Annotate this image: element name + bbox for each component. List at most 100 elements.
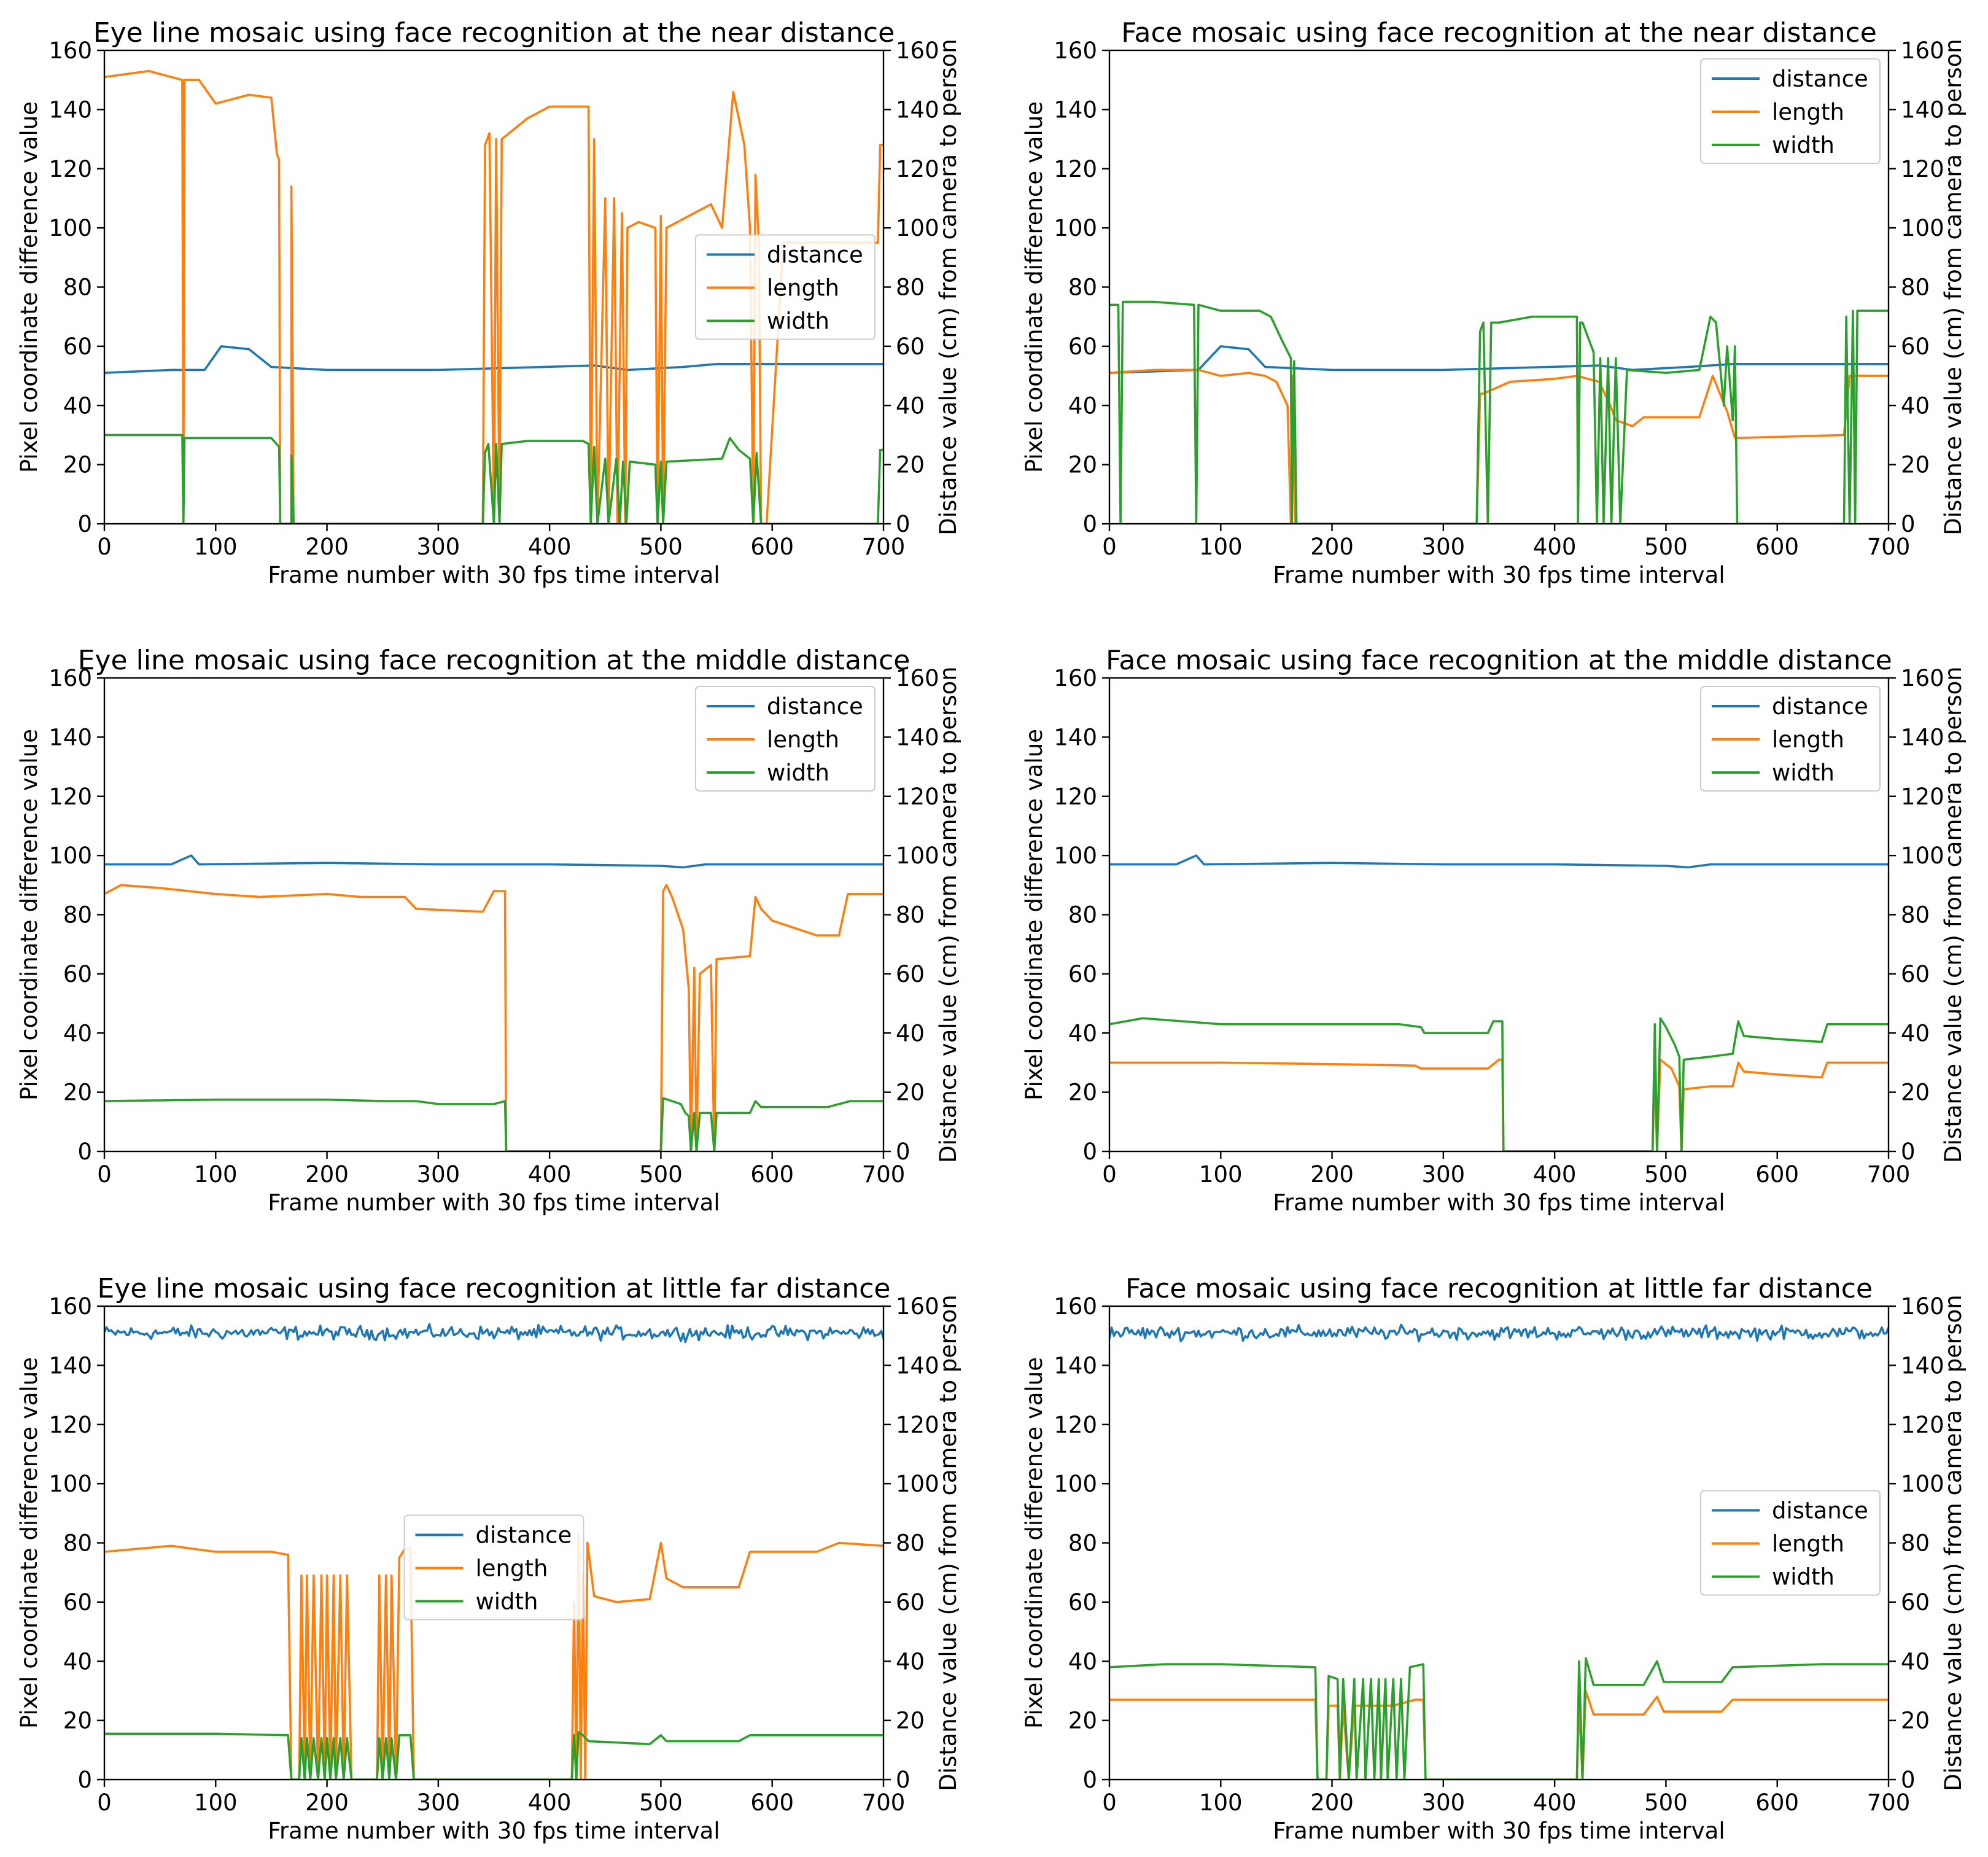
chart-panel-4: Face mosaic using face recognition at th…: [1021, 645, 1967, 1216]
x-axis-label: Frame number with 30 fps time interval: [1273, 562, 1725, 588]
y2-tick-label: 140: [1901, 724, 1944, 750]
legend-label-distance: distance: [1772, 66, 1868, 92]
x-tick-label: 100: [1199, 1789, 1243, 1816]
series-line-distance: [104, 1323, 883, 1344]
chart-panel-2: Face mosaic using face recognition at th…: [1021, 17, 1967, 588]
y-tick-label: 60: [63, 333, 92, 360]
x-tick-label: 0: [97, 1789, 112, 1816]
series-line-width: [104, 1097, 883, 1151]
y-tick-label: 60: [1068, 333, 1097, 360]
y-tick-label: 140: [1054, 1352, 1097, 1379]
y-tick-label: 40: [63, 1020, 92, 1046]
y2-axis-label: Distance value (cm) from camera to perso…: [935, 666, 961, 1162]
y-tick-label: 100: [49, 215, 92, 241]
y2-tick-label: 20: [1901, 452, 1930, 478]
legend-label-length: length: [476, 1555, 548, 1582]
y2-tick-label: 100: [896, 215, 939, 241]
y-tick-label: 160: [1054, 1293, 1097, 1320]
legend-box: [695, 686, 876, 792]
x-tick-label: 300: [417, 534, 460, 560]
y2-tick-label: 120: [1901, 156, 1944, 182]
x-tick-label: 100: [1199, 534, 1243, 560]
series-line-length: [104, 69, 883, 524]
y2-tick-label: 20: [896, 1080, 925, 1106]
y-tick-label: 60: [1068, 961, 1097, 987]
y-tick-label: 140: [1054, 96, 1097, 123]
y2-tick-label: 80: [1901, 1530, 1930, 1557]
series-line-length: [1109, 1058, 1889, 1151]
x-tick-label: 300: [417, 1789, 460, 1816]
y-tick-label: 0: [77, 1767, 92, 1793]
series-line-distance: [1109, 1323, 1889, 1342]
chart-title: Face mosaic using face recognition at li…: [1125, 1273, 1873, 1304]
y-tick-label: 60: [1068, 1589, 1097, 1616]
y2-tick-label: 40: [896, 1020, 925, 1046]
y-tick-label: 100: [49, 843, 92, 869]
x-tick-label: 100: [194, 1161, 238, 1188]
x-tick-label: 500: [1644, 1789, 1688, 1816]
legend-label-width: width: [1772, 132, 1835, 158]
y2-tick-label: 140: [1901, 96, 1944, 123]
y-tick-label: 120: [49, 156, 92, 182]
y-tick-label: 160: [49, 37, 92, 64]
x-tick-label: 700: [862, 534, 906, 560]
y2-tick-label: 80: [1901, 902, 1930, 929]
y-tick-label: 40: [1068, 1020, 1097, 1046]
x-tick-label: 100: [194, 1789, 238, 1816]
x-tick-label: 600: [750, 1161, 794, 1188]
y2-tick-label: 60: [896, 333, 925, 360]
legend-label-distance: distance: [476, 1522, 572, 1549]
legend-box: [1700, 1490, 1881, 1596]
y2-tick-label: 100: [896, 1471, 939, 1497]
y2-tick-label: 20: [896, 452, 925, 478]
series-line-length: [1109, 368, 1889, 524]
x-tick-label: 400: [1533, 1161, 1577, 1188]
chart-panel-6: Face mosaic using face recognition at li…: [1021, 1273, 1967, 1844]
legend: distance length width: [1700, 58, 1881, 164]
y2-axis-label: Distance value (cm) from camera to perso…: [935, 1294, 961, 1791]
legend-label-width: width: [767, 760, 829, 786]
x-tick-label: 0: [1102, 1789, 1117, 1816]
y2-axis-label: Distance value (cm) from camera to perso…: [935, 39, 961, 535]
y-tick-label: 120: [1054, 784, 1097, 810]
chart-panel-1: Eye line mosaic using face recognition a…: [16, 17, 961, 588]
y2-tick-label: 60: [1901, 1589, 1930, 1616]
y2-tick-label: 20: [1901, 1708, 1930, 1734]
y2-tick-label: 40: [896, 392, 925, 419]
x-tick-label: 0: [97, 534, 112, 560]
x-tick-label: 500: [639, 534, 683, 560]
series-line-distance: [104, 345, 883, 374]
legend: distance length width: [695, 686, 876, 792]
x-tick-label: 400: [528, 1789, 572, 1816]
y-tick-label: 40: [1068, 1648, 1097, 1675]
y2-tick-label: 0: [1901, 1139, 1916, 1165]
x-axis-label: Frame number with 30 fps time interval: [268, 562, 720, 588]
chart-title: Eye line mosaic using face recognition a…: [93, 17, 895, 49]
y-tick-label: 120: [49, 784, 92, 810]
series-group: [104, 69, 883, 524]
y-tick-label: 40: [63, 1648, 92, 1675]
x-tick-label: 400: [528, 1161, 572, 1188]
y2-tick-label: 120: [896, 1412, 939, 1438]
y-tick-label: 80: [63, 1530, 92, 1557]
x-tick-label: 0: [1102, 534, 1117, 560]
y-axis-label: Pixel coordinate difference value: [16, 1357, 42, 1729]
y2-tick-label: 0: [896, 1767, 911, 1793]
y-tick-label: 0: [1082, 511, 1097, 537]
series-line-length: [104, 884, 883, 1151]
series-line-length: [1109, 1689, 1889, 1780]
y-tick-label: 0: [1082, 1767, 1097, 1793]
y2-tick-label: 0: [1901, 511, 1916, 537]
y-tick-label: 40: [1068, 392, 1097, 419]
x-tick-label: 700: [862, 1789, 906, 1816]
y-tick-label: 80: [63, 902, 92, 929]
x-tick-label: 600: [1755, 534, 1799, 560]
y2-tick-label: 120: [1901, 784, 1944, 810]
y-tick-label: 0: [77, 1139, 92, 1165]
y-tick-label: 80: [1068, 1530, 1097, 1557]
y2-tick-label: 100: [1901, 1471, 1944, 1497]
y-tick-label: 120: [1054, 1412, 1097, 1438]
x-tick-label: 600: [1755, 1789, 1799, 1816]
x-tick-label: 500: [1644, 534, 1688, 560]
y-tick-label: 140: [49, 724, 92, 750]
